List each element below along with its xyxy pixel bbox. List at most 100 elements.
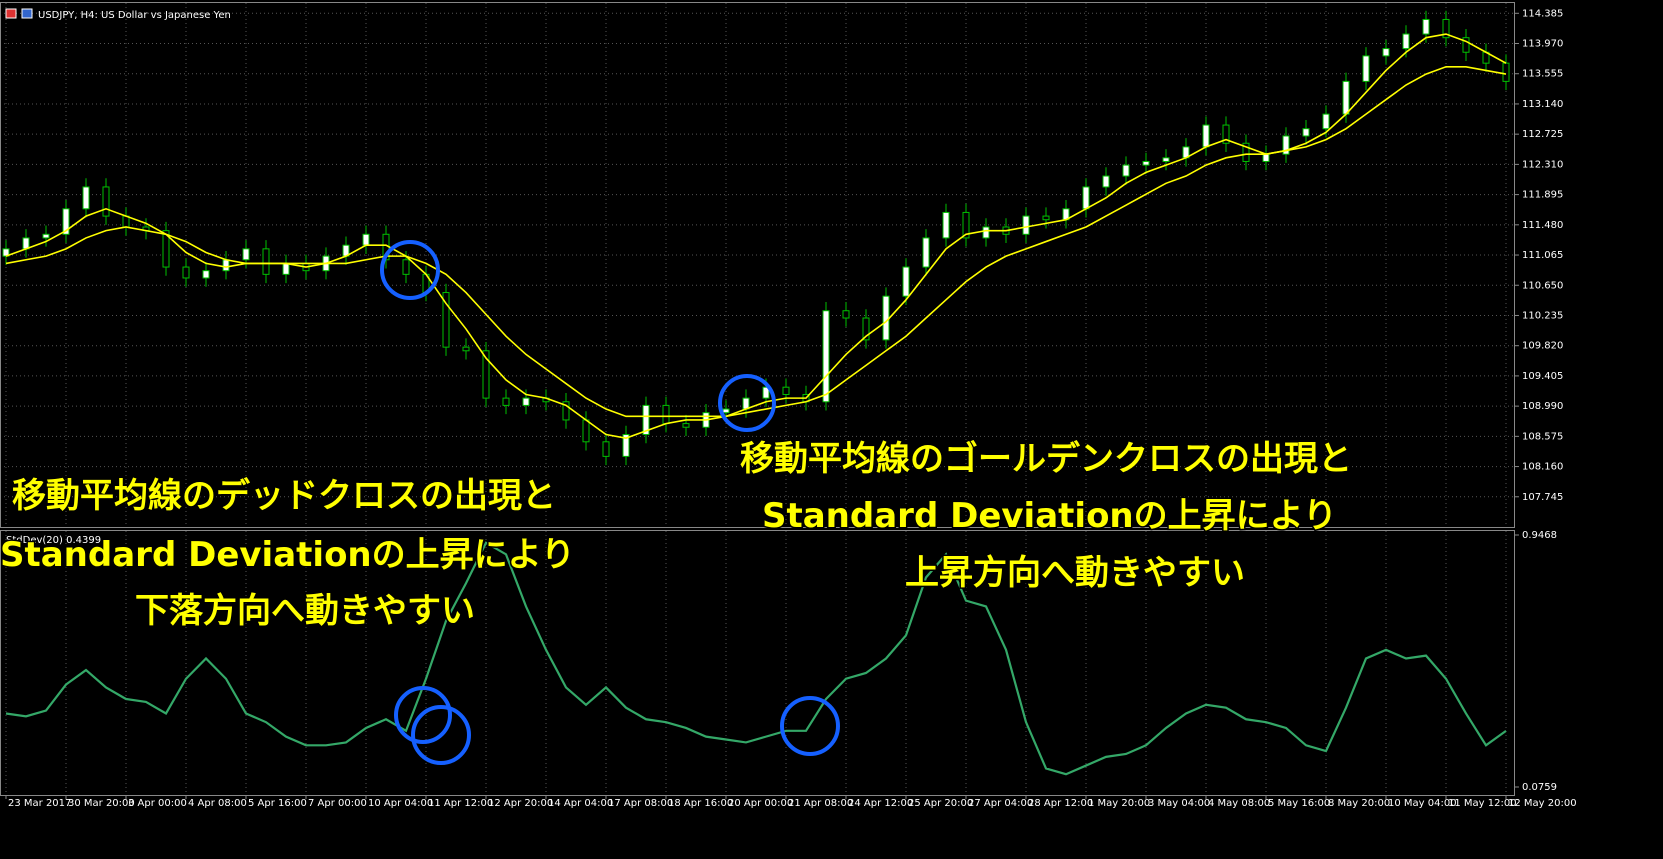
candle-body <box>622 434 630 457</box>
candle-body <box>962 211 970 239</box>
candle-body <box>282 262 290 275</box>
candle-body <box>1442 18 1450 39</box>
candle-body <box>62 208 70 235</box>
candle-body <box>902 266 910 297</box>
candle-body <box>1242 142 1250 162</box>
candle-body <box>682 423 690 428</box>
highlight-circle <box>380 240 440 300</box>
y-tick-label: 110.235 <box>1522 310 1563 321</box>
candle-body <box>1462 37 1470 53</box>
highlight-circle <box>394 686 452 744</box>
x-tick-label: 12 Apr 20:00 <box>488 798 553 809</box>
annotation: 下落方向へ動きやすい <box>135 591 475 631</box>
candle-body <box>222 259 230 272</box>
y-tick-label: 108.160 <box>1522 462 1563 473</box>
annotation: 上昇方向へ動きやすい <box>905 553 1245 593</box>
x-tick-label: 27 Apr 04:00 <box>968 798 1033 809</box>
x-tick-label: 10 Apr 04:00 <box>368 798 433 809</box>
candle-body <box>262 248 270 275</box>
highlight-circle <box>718 374 776 432</box>
candle-body <box>922 237 930 268</box>
candle-body <box>782 386 790 395</box>
candle-body <box>862 317 870 341</box>
plot <box>2 10 1510 776</box>
main-frame <box>0 2 1515 528</box>
x-tick-label: 7 Apr 00:00 <box>308 798 367 809</box>
candle-body <box>22 237 30 250</box>
x-tick-label: 3 May 04:00 <box>1148 798 1210 809</box>
candle-body <box>1142 160 1150 166</box>
candle-body <box>442 292 450 348</box>
candle-body <box>482 350 490 399</box>
x-tick-label: 24 Apr 12:00 <box>848 798 913 809</box>
highlight-circle <box>780 696 840 756</box>
y-tick-label: 113.970 <box>1522 39 1563 50</box>
x-tick-label: 12 May 20:00 <box>1508 798 1577 809</box>
y-tick-label: 109.405 <box>1522 371 1563 382</box>
grid <box>0 3 1519 799</box>
x-tick-label: 21 Apr 08:00 <box>788 798 853 809</box>
indicator-frame <box>0 530 1515 796</box>
y-tick-label: 0.9468 <box>1522 530 1557 541</box>
candle-body <box>1222 124 1230 144</box>
y-tick-label: 113.140 <box>1522 99 1563 110</box>
candle-body <box>1202 124 1210 148</box>
moving-average <box>5 66 1507 418</box>
candle-body <box>82 186 90 210</box>
candle-body <box>1322 113 1330 130</box>
candle-body <box>742 397 750 410</box>
candle-body <box>842 310 850 319</box>
candle-body <box>402 259 410 275</box>
candle-body <box>582 419 590 443</box>
candle-body <box>722 408 730 414</box>
x-tick-label: 25 Apr 20:00 <box>908 798 973 809</box>
y-tick-label: 108.575 <box>1522 431 1563 442</box>
candle-body <box>1362 55 1370 82</box>
y-tick-label: 114.385 <box>1522 8 1563 19</box>
annotation: 移動平均線のゴールデンクロスの出現と <box>740 439 1352 479</box>
candle-body <box>102 186 110 217</box>
candle-body <box>522 397 530 406</box>
candle-body <box>1022 215 1030 235</box>
candle-body <box>1162 157 1170 162</box>
candle-body <box>122 215 130 228</box>
candle-body <box>162 230 170 268</box>
annotation: Standard Deviationの上昇により <box>762 496 1337 536</box>
candle-body <box>242 248 250 261</box>
x-tick-label: 3 Apr 00:00 <box>128 798 187 809</box>
x-tick-label: 23 Mar 2017 <box>8 798 71 809</box>
candle-body <box>982 226 990 239</box>
x-tick-label: 5 May 16:00 <box>1268 798 1330 809</box>
x-tick-label: 28 Apr 12:00 <box>1028 798 1093 809</box>
x-tick-label: 8 May 20:00 <box>1328 798 1390 809</box>
x-tick-label: 4 Apr 08:00 <box>188 798 247 809</box>
candle-body <box>1082 186 1090 210</box>
candle-body <box>42 233 50 239</box>
candle-body <box>1122 164 1130 177</box>
chart-title: USDJPY, H4: US Dollar vs Japanese Yen <box>38 10 231 21</box>
x-tick-label: 10 May 04:00 <box>1388 798 1457 809</box>
y-tick-label: 108.990 <box>1522 401 1563 412</box>
candle-body <box>602 441 610 457</box>
icon <box>5 8 17 19</box>
candle-body <box>1402 33 1410 50</box>
candle-body <box>1422 18 1430 35</box>
indicator-line <box>5 541 1507 776</box>
candle-body <box>762 386 770 399</box>
candle-body <box>562 401 570 421</box>
candle-body <box>202 270 210 279</box>
y-tick-label: 111.065 <box>1522 250 1563 261</box>
candle-body <box>942 211 950 239</box>
x-tick-label: 5 Apr 16:00 <box>248 798 307 809</box>
candle-body <box>642 404 650 436</box>
indicator-title: StdDev(20) 0.4399 <box>6 535 101 546</box>
candle-body <box>1262 153 1270 162</box>
candle-body <box>462 346 470 352</box>
y-tick-label: 109.820 <box>1522 341 1563 352</box>
x-tick-label: 17 Apr 08:00 <box>608 798 673 809</box>
candle-body <box>1342 80 1350 115</box>
x-tick-label: 1 May 20:00 <box>1088 798 1150 809</box>
icon <box>21 8 33 19</box>
x-tick-label: 11 Apr 12:00 <box>428 798 493 809</box>
